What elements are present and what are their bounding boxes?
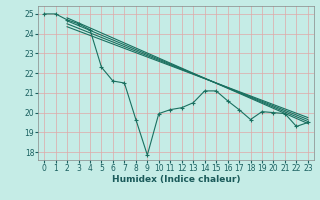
X-axis label: Humidex (Indice chaleur): Humidex (Indice chaleur) — [112, 175, 240, 184]
